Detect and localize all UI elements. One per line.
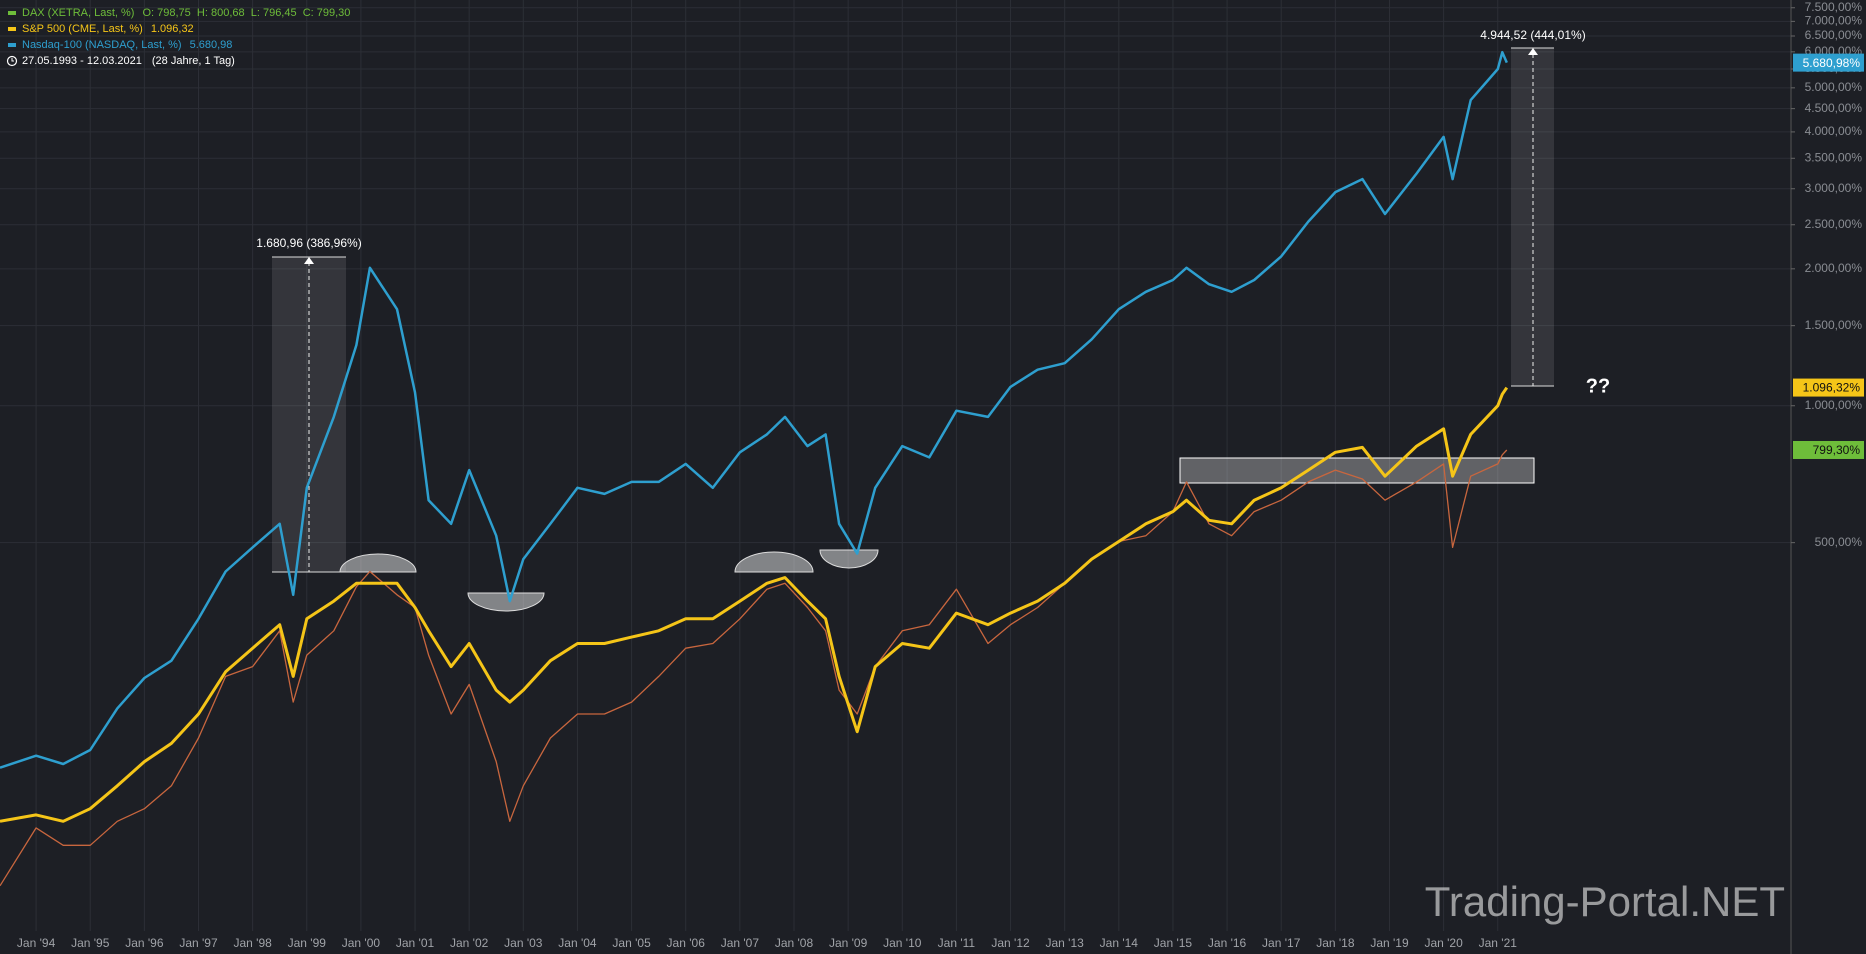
legend-swatch bbox=[8, 11, 16, 15]
x-tick-label: Jan '19 bbox=[1370, 936, 1409, 950]
last-value-badge bbox=[1793, 53, 1864, 72]
x-tick-label: Jan '13 bbox=[1046, 936, 1085, 950]
x-tick-label: Jan '95 bbox=[71, 936, 110, 950]
x-tick-label: Jan '09 bbox=[829, 936, 868, 950]
lines bbox=[0, 50, 1509, 887]
legend: DAX (XETRA, Last, %) O: 798,75 H: 800,68 … bbox=[6, 7, 350, 67]
x-tick-label: Jan '01 bbox=[396, 936, 435, 950]
annotation: ?? bbox=[1586, 375, 1610, 397]
x-tick-label: Jan '04 bbox=[558, 936, 597, 950]
x-tick-label: Jan '21 bbox=[1479, 936, 1518, 950]
axis-panel bbox=[1791, 0, 1866, 954]
x-tick-label: Jan '07 bbox=[721, 936, 760, 950]
watermark: Trading-Portal.NET bbox=[1425, 878, 1785, 925]
x-tick-label: Jan '18 bbox=[1316, 936, 1355, 950]
legend-value: O: 798,75 H: 800,68 L: 796,45 C: 799,30 bbox=[142, 7, 350, 19]
x-tick-label: Jan '16 bbox=[1208, 936, 1247, 950]
legend-name: DAX (XETRA, Last, %) bbox=[22, 7, 134, 19]
y-tick-label: 6.500,00% bbox=[1805, 28, 1863, 42]
top-arc bbox=[339, 553, 417, 573]
last-value-label: 1.096,32% bbox=[1803, 381, 1861, 395]
x-tick-label: Jan '96 bbox=[125, 936, 164, 950]
annotation: 1.680,96 (386,96%) bbox=[256, 236, 361, 250]
y-tick-label: 4.500,00% bbox=[1805, 101, 1863, 115]
y-tick-label: 3.000,00% bbox=[1805, 181, 1863, 195]
x-tick-label: Jan '02 bbox=[450, 936, 489, 950]
series-line bbox=[0, 50, 1508, 769]
x-tick-label: Jan '98 bbox=[233, 936, 272, 950]
bottom-arc bbox=[819, 549, 879, 569]
x-tick-label: Jan '05 bbox=[612, 936, 651, 950]
legend-value: 5.680,98 bbox=[190, 39, 233, 51]
last-value-label: 799,30% bbox=[1813, 443, 1861, 457]
legend-swatch bbox=[8, 27, 16, 31]
x-tick-label: Jan '15 bbox=[1154, 936, 1193, 950]
x-tick-label: Jan '20 bbox=[1424, 936, 1463, 950]
date-duration: (28 Jahre, 1 Tag) bbox=[152, 55, 235, 67]
x-tick-label: Jan '03 bbox=[504, 936, 543, 950]
bottom-arc bbox=[467, 592, 545, 612]
x-tick-label: Jan '94 bbox=[17, 936, 56, 950]
y-tick-label: 1.500,00% bbox=[1805, 318, 1863, 332]
last-value-label: 5.680,98% bbox=[1803, 56, 1861, 70]
annotation: 4.944,52 (444,01%) bbox=[1480, 28, 1585, 42]
y-tick-label: 2.500,00% bbox=[1805, 217, 1863, 231]
x-tick-label: Jan '10 bbox=[883, 936, 922, 950]
grid bbox=[0, 0, 1791, 931]
y-tick-label: 3.500,00% bbox=[1805, 150, 1863, 164]
y-tick-label: 5.000,00% bbox=[1805, 80, 1863, 94]
clock-hand bbox=[11, 58, 14, 62]
clock-icon bbox=[6, 55, 18, 67]
last-value-badge bbox=[1793, 440, 1864, 459]
x-tick-label: Jan '12 bbox=[991, 936, 1030, 950]
x-tick-label: Jan '14 bbox=[1100, 936, 1139, 950]
y-tick-label: 1.000,00% bbox=[1805, 398, 1863, 412]
y-tick-label: 7.000,00% bbox=[1805, 14, 1863, 28]
top-arc bbox=[734, 551, 814, 573]
y-tick-label: 2.000,00% bbox=[1805, 261, 1863, 275]
legend-value: 1.096,32 bbox=[151, 23, 194, 35]
series-line bbox=[0, 386, 1509, 823]
measure-arrow bbox=[304, 257, 314, 264]
legend-name: S&P 500 (CME, Last, %) bbox=[22, 23, 143, 35]
date-range: 27.05.1993 - 12.03.2021 bbox=[22, 55, 142, 67]
measure-arrow bbox=[1528, 48, 1538, 55]
last-value-badge bbox=[1793, 378, 1864, 397]
series-line bbox=[0, 449, 1508, 887]
range-rect bbox=[1179, 457, 1535, 484]
x-tick-label: Jan '11 bbox=[938, 936, 976, 950]
legend-name: Nasdaq-100 (NASDAQ, Last, %) bbox=[22, 39, 182, 51]
x-tick-label: Jan '99 bbox=[288, 936, 327, 950]
y-tick-label: 500,00% bbox=[1815, 535, 1863, 549]
y-tick-label: 7.500,00% bbox=[1805, 0, 1863, 14]
x-tick-label: Jan '97 bbox=[179, 936, 218, 950]
x-tick-label: Jan '00 bbox=[342, 936, 381, 950]
legend-swatch bbox=[8, 43, 16, 47]
x-tick-label: Jan '17 bbox=[1262, 936, 1301, 950]
x-tick-label: Jan '06 bbox=[667, 936, 706, 950]
axis: 500,00% 1.000,00% 1.500,00% 2.000,00% 2.500,… bbox=[17, 0, 1864, 950]
x-tick-label: Jan '08 bbox=[775, 936, 814, 950]
y-tick-label: 4.000,00% bbox=[1805, 124, 1863, 138]
